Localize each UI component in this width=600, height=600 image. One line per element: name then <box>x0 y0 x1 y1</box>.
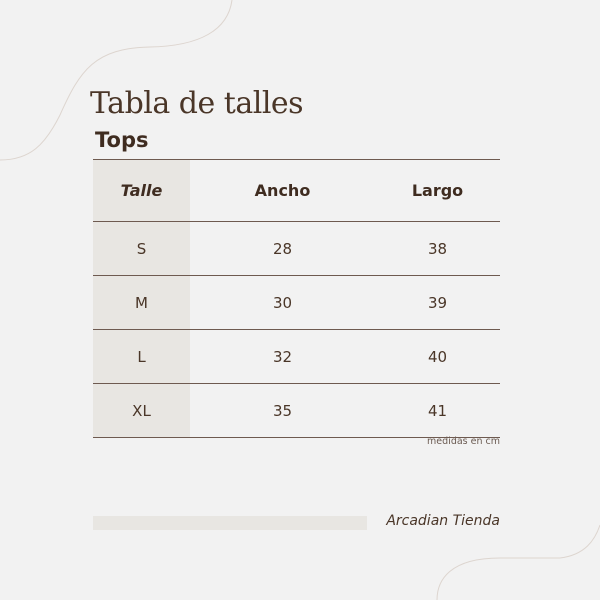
cell-largo: 39 <box>427 293 448 312</box>
brand-name: Arcadian Tienda <box>386 513 500 529</box>
top-left-curve <box>0 0 233 161</box>
table-row: M 30 39 <box>93 276 500 330</box>
section-subtitle: Tops <box>95 128 149 152</box>
table-header-row: Talle Ancho Largo <box>93 160 500 222</box>
cell-size: L <box>93 330 190 383</box>
cell-ancho: 30 <box>272 293 293 312</box>
cell-size: M <box>93 276 190 329</box>
size-table: Talle Ancho Largo S 28 38 M 30 39 L 32 4… <box>93 159 500 438</box>
table-row: XL 35 41 <box>93 384 500 438</box>
table-row: L 32 40 <box>93 330 500 384</box>
page-title: Tabla de talles <box>90 86 304 121</box>
header-ancho: Ancho <box>254 181 311 200</box>
cell-size: S <box>93 222 190 275</box>
cell-largo: 41 <box>427 401 448 420</box>
cell-largo: 38 <box>427 239 448 258</box>
decorative-bar <box>93 516 367 530</box>
cell-largo: 40 <box>427 347 448 366</box>
header-talle: Talle <box>93 160 190 221</box>
cell-ancho: 35 <box>272 401 293 420</box>
cell-ancho: 28 <box>272 239 293 258</box>
table-row: S 28 38 <box>93 222 500 276</box>
header-largo: Largo <box>411 181 464 200</box>
units-note: medidas en cm <box>427 436 500 447</box>
bottom-right-curve <box>436 524 600 600</box>
cell-ancho: 32 <box>272 347 293 366</box>
cell-size: XL <box>93 384 190 437</box>
